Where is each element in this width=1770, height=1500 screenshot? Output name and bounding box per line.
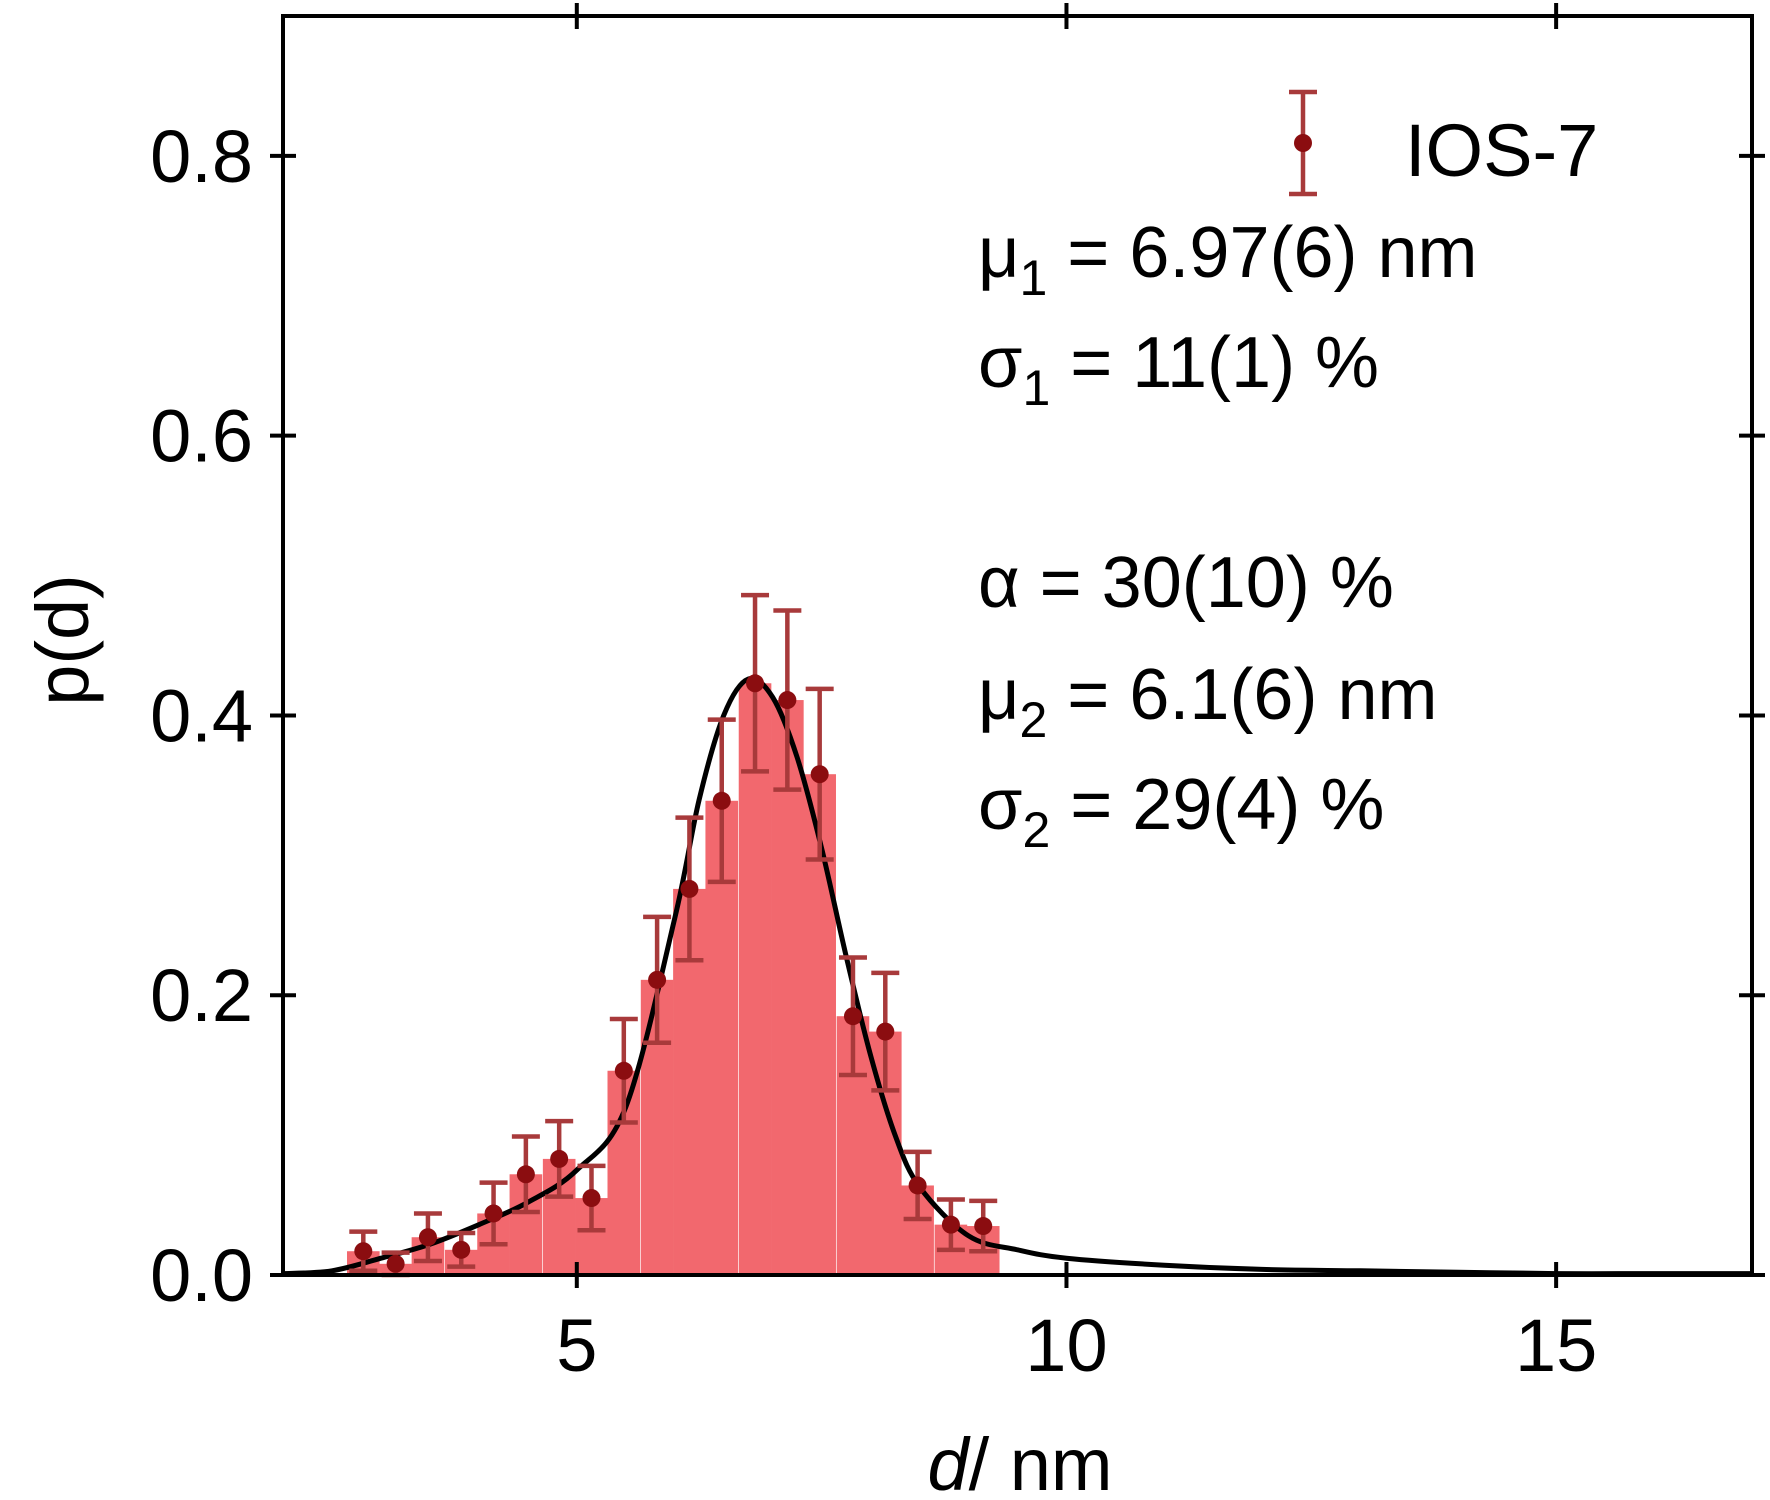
parameter-value: = 11(1) [1050, 323, 1295, 403]
fit-curve-layer [282, 675, 1752, 1277]
parameter-subscript: 1 [1019, 250, 1047, 306]
data-point [582, 1189, 601, 1208]
parameter-symbol: μ [978, 655, 1019, 735]
parameter-symbol: σ [978, 323, 1022, 403]
parameter-subscript: 2 [1019, 692, 1047, 748]
parameter-value: = 6.97(6) [1047, 213, 1357, 293]
plot-frame [281, 14, 1754, 1277]
parameter-value: = 30(10) [1020, 543, 1310, 623]
data-point [974, 1217, 993, 1236]
parameter-subscript: 1 [1022, 360, 1050, 416]
x-tick-label: 10 [1025, 1304, 1107, 1387]
x-axis-variable: d [927, 1423, 971, 1500]
y-tick-label: 0.0 [150, 1234, 253, 1317]
y-axis-label: p(d) [21, 574, 104, 706]
data-point [876, 1022, 895, 1041]
x-axis-label: d/ nm [927, 1423, 1112, 1500]
axis-ticks [270, 3, 1765, 1288]
parameter-unit: nm [1357, 213, 1477, 293]
data-point [550, 1149, 569, 1168]
fit-parameter: μ2 = 6.1(6) nm [978, 655, 1437, 748]
data-point [386, 1254, 405, 1273]
fit-parameter: σ2 = 29(4) % [978, 765, 1384, 858]
data-point [452, 1240, 471, 1259]
data-point [648, 970, 667, 989]
data-point [614, 1061, 633, 1080]
data-point [484, 1204, 503, 1223]
data-point [418, 1228, 437, 1247]
data-point [941, 1215, 960, 1234]
y-tick-label: 0.8 [150, 115, 253, 198]
histogram-bar [771, 700, 804, 1275]
parameter-subscript: 2 [1022, 802, 1050, 858]
data-point [516, 1165, 535, 1184]
parameter-unit: % [1295, 323, 1379, 403]
parameter-unit: % [1300, 765, 1384, 845]
data-point [778, 691, 797, 710]
x-tick-label: 15 [1515, 1304, 1597, 1387]
y-tick-label: 0.2 [150, 954, 253, 1037]
legend-label: IOS-7 [1405, 109, 1598, 192]
parameter-value: = 29(4) [1050, 765, 1300, 845]
histogram-bar [738, 683, 772, 1275]
fit-parameter: σ1 = 11(1) % [978, 323, 1379, 416]
fit-curve [282, 675, 1752, 1277]
data-point [843, 1007, 862, 1026]
data-points [354, 674, 993, 1273]
parameter-unit: nm [1317, 655, 1437, 735]
legend-marker [1289, 89, 1317, 197]
y-tick-label: 0.4 [150, 674, 253, 757]
parameter-symbol: μ [978, 213, 1019, 293]
fit-parameter: μ1 = 6.97(6) nm [978, 213, 1478, 306]
histogram-bars [346, 683, 1000, 1275]
x-axis-unit: / nm [969, 1423, 1113, 1500]
parameter-value: = 6.1(6) [1047, 655, 1317, 735]
data-point [908, 1176, 927, 1195]
parameter-symbol: α [978, 543, 1020, 623]
data-point [354, 1242, 373, 1261]
legend-point [1294, 134, 1312, 152]
data-point [680, 879, 699, 898]
data-point [712, 791, 731, 810]
parameter-unit: % [1310, 543, 1394, 623]
data-point [810, 765, 829, 784]
legend: IOS-7 [1289, 89, 1598, 197]
fit-parameter: α = 30(10) % [978, 543, 1394, 623]
tick-labels: 5 10 15 0.0 0.2 0.4 0.6 0.8 [150, 115, 1597, 1387]
data-point [746, 674, 765, 693]
x-tick-label: 5 [556, 1304, 597, 1387]
y-tick-label: 0.6 [150, 395, 253, 478]
parameter-symbol: σ [978, 765, 1022, 845]
